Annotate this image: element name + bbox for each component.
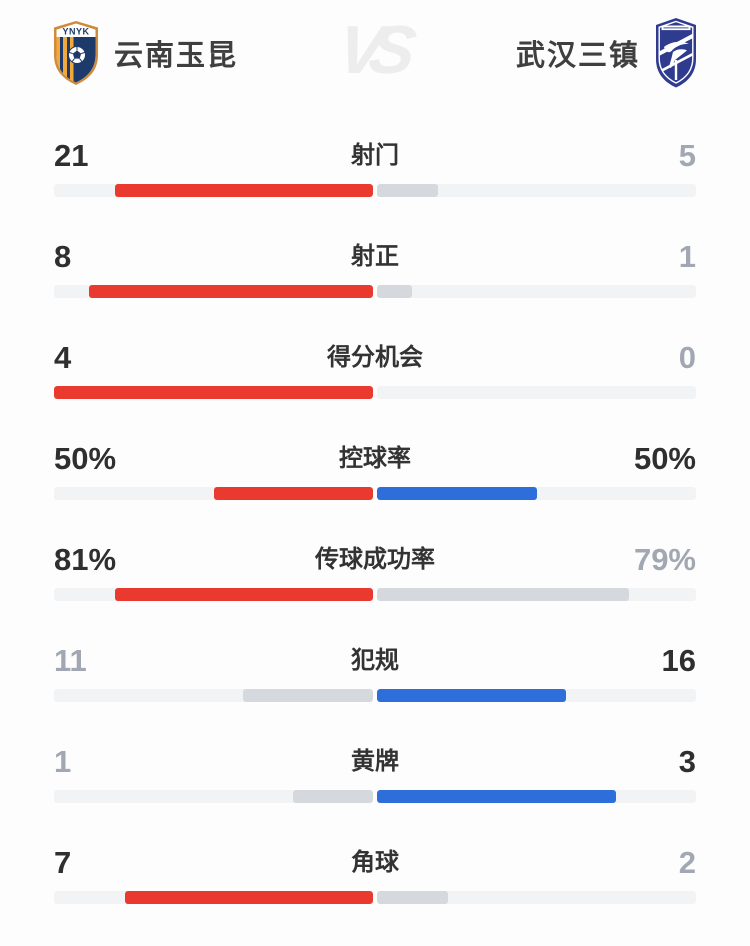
away-bar-track	[377, 588, 696, 601]
home-value: 7	[54, 845, 72, 880]
away-value: 0	[678, 340, 696, 375]
away-bar-fill	[377, 689, 567, 702]
home-bar-fill	[124, 891, 373, 904]
home-bar-track	[54, 487, 373, 500]
home-bar-fill	[89, 285, 373, 298]
stat-row-fouls: 11 犯规 16	[54, 643, 696, 744]
stat-row-possession: 50% 控球率 50%	[54, 441, 696, 542]
home-bar-track	[54, 184, 373, 197]
home-bar-track	[54, 790, 373, 803]
stats-list: 21 射门 5 8 射正 1 4 得分机会	[0, 96, 750, 946]
home-value: 8	[54, 239, 72, 274]
home-team-name: 云南玉昆	[114, 40, 239, 72]
stat-label: 射门	[351, 142, 399, 169]
home-value: 50%	[54, 441, 117, 476]
stat-row-shots-on-target: 8 射正 1	[54, 239, 696, 340]
home-bar-fill	[293, 790, 373, 803]
home-value: 81%	[54, 542, 117, 577]
home-bar-track	[54, 891, 373, 904]
away-bar-fill	[377, 487, 537, 500]
away-value: 16	[661, 643, 696, 678]
stat-bar	[54, 689, 696, 702]
away-bar-fill	[377, 790, 617, 803]
home-bar-fill	[213, 487, 373, 500]
away-bar-fill	[377, 285, 413, 298]
stat-row-big-chances: 4 得分机会 0	[54, 340, 696, 441]
stat-label: 得分机会	[327, 344, 423, 371]
stat-head: 1 黄牌 3	[54, 744, 696, 780]
stat-head: 7 角球 2	[54, 845, 696, 881]
stat-bar	[54, 184, 696, 197]
away-value: 50%	[633, 441, 696, 476]
stat-label: 黄牌	[351, 748, 399, 775]
home-bar-fill	[243, 689, 373, 702]
away-value: 79%	[633, 542, 696, 577]
stat-bar	[54, 790, 696, 803]
stat-bar	[54, 487, 696, 500]
stat-head: 21 射门 5	[54, 138, 696, 174]
home-value: 4	[54, 340, 72, 375]
stat-label: 角球	[351, 849, 399, 876]
away-bar-track	[377, 689, 696, 702]
stat-label: 射正	[351, 243, 399, 270]
home-team-crest-icon: YNYK	[54, 21, 98, 85]
stat-bar	[54, 891, 696, 904]
away-value: 1	[678, 239, 696, 274]
stat-label: 传球成功率	[315, 546, 435, 573]
home-value: 11	[54, 643, 87, 678]
home-team: YNYK 云南玉昆	[52, 20, 238, 86]
stat-bar	[54, 386, 696, 399]
home-value: 1	[54, 744, 72, 779]
away-team: 武汉三镇	[516, 16, 698, 90]
away-bar-track	[377, 790, 696, 803]
stat-row-pass-accuracy: 81% 传球成功率 79%	[54, 542, 696, 643]
stat-label: 控球率	[339, 445, 411, 472]
stat-head: 8 射正 1	[54, 239, 696, 275]
stat-head: 4 得分机会 0	[54, 340, 696, 376]
stat-bar	[54, 588, 696, 601]
away-bar-track	[377, 487, 696, 500]
home-bar-fill	[114, 588, 373, 601]
home-value: 21	[54, 138, 89, 173]
away-bar-track	[377, 184, 696, 197]
away-bar-fill	[377, 184, 439, 197]
away-bar-fill	[377, 588, 629, 601]
away-value: 3	[678, 744, 696, 779]
away-team-crest-icon	[656, 18, 696, 88]
home-bar-track	[54, 386, 373, 399]
home-bar-fill	[54, 386, 373, 399]
home-bar-track	[54, 285, 373, 298]
away-bar-track	[377, 285, 696, 298]
home-crest-text: YNYK	[62, 27, 89, 37]
away-bar-track	[377, 386, 696, 399]
away-value: 5	[678, 138, 696, 173]
stat-head: 81% 传球成功率 79%	[54, 542, 696, 578]
stat-row-corners: 7 角球 2	[54, 845, 696, 946]
away-bar-track	[377, 891, 696, 904]
away-bar-fill	[377, 891, 448, 904]
home-bar-track	[54, 588, 373, 601]
vs-watermark: VS	[333, 11, 407, 88]
stat-head: 11 犯规 16	[54, 643, 696, 679]
away-value: 2	[678, 845, 696, 880]
stat-bar	[54, 285, 696, 298]
match-header: YNYK 云南玉昆 VS 武汉三镇	[0, 0, 750, 96]
stat-head: 50% 控球率 50%	[54, 441, 696, 477]
home-bar-fill	[115, 184, 373, 197]
away-team-name: 武汉三镇	[515, 40, 640, 72]
stat-row-yellow-cards: 1 黄牌 3	[54, 744, 696, 845]
stat-label: 犯规	[351, 647, 399, 674]
home-bar-track	[54, 689, 373, 702]
stat-row-shots: 21 射门 5	[54, 138, 696, 239]
